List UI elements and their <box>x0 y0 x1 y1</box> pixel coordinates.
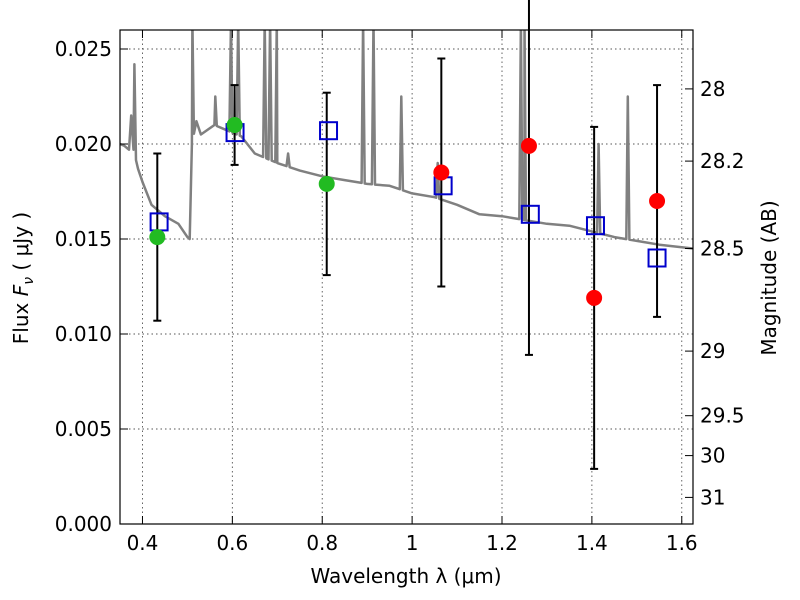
y2-tick-label: 30 <box>700 444 725 468</box>
y-tick-label: 0.015 <box>55 227 112 251</box>
model-point <box>520 204 540 224</box>
observed-point-red <box>433 164 450 181</box>
plot-frame <box>119 29 694 525</box>
y-axis-label-subscript: ν <box>21 277 37 285</box>
y2-tick-label: 28 <box>700 77 725 101</box>
model-points <box>149 121 667 268</box>
y-axis-ticks: 0.000 0.005 0.010 0.015 0.020 0.025 <box>55 37 128 536</box>
model-point <box>319 121 339 141</box>
x-tick-label: 0.4 <box>127 531 159 555</box>
x-tick-label: 0.8 <box>306 531 338 555</box>
model-point <box>647 248 667 268</box>
observed-point-red <box>586 289 603 306</box>
y-tick-label: 0.025 <box>55 37 112 61</box>
y-axis-label-symbol: F <box>9 284 33 296</box>
observed-point-red <box>520 137 537 154</box>
observed-point-green <box>226 117 243 133</box>
y-tick-label: 0.005 <box>55 417 112 441</box>
y2-axis-label: Magnitude (AB) <box>757 200 781 355</box>
model-spectrum-line <box>120 30 693 250</box>
x-tick-label: 1.2 <box>486 531 518 555</box>
observed-point-red <box>649 193 666 209</box>
y-axis-label-unit: ( μJy ) <box>9 212 33 277</box>
y2-tick-label: 29 <box>700 339 725 363</box>
x-axis-ticks: 0.4 0.6 0.8 1 1.2 1.4 1.6 <box>127 30 698 555</box>
model-spectrum <box>120 30 693 250</box>
y-axis-label: Flux Fν ( μJy ) <box>9 212 37 344</box>
x-tick-label: 1.6 <box>666 531 698 555</box>
x-tick-label: 0.6 <box>216 531 248 555</box>
y-tick-label: 0.000 <box>55 512 112 536</box>
y-axis-label-prefix: Flux <box>9 296 33 344</box>
grid <box>120 30 693 524</box>
y2-tick-label: 28.2 <box>700 149 745 173</box>
observed-point-green <box>149 229 166 246</box>
observed-points <box>149 117 666 306</box>
y-tick-label: 0.010 <box>55 322 112 346</box>
x-tick-label: 1 <box>406 531 419 555</box>
y-tick-label: 0.020 <box>55 132 112 156</box>
y2-tick-label: 29.5 <box>700 404 745 428</box>
x-tick-label: 1.4 <box>576 531 608 555</box>
y2-tick-label: 28.5 <box>700 237 745 261</box>
model-point <box>585 216 605 236</box>
y2-tick-label: 31 <box>700 485 725 509</box>
x-axis-label: Wavelength λ (μm) <box>310 564 501 588</box>
observed-point-green <box>318 175 335 192</box>
y2-axis-ticks: 28 28.2 28.5 29 29.5 30 31 <box>685 77 745 509</box>
